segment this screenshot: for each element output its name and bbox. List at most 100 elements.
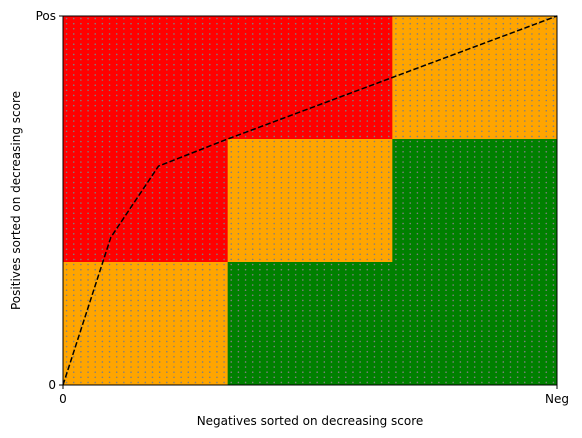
pattern-dot xyxy=(523,294,526,297)
pattern-dot xyxy=(130,58,132,61)
pattern-dot xyxy=(244,48,247,51)
pattern-dot xyxy=(273,181,276,184)
pattern-dot xyxy=(531,151,533,153)
pattern-dot xyxy=(438,361,440,363)
pattern-dot xyxy=(302,181,304,184)
pattern-dot xyxy=(173,63,175,66)
pattern-dot xyxy=(445,345,447,348)
pattern-dot xyxy=(173,43,175,45)
pattern-dot xyxy=(194,304,197,307)
pattern-dot xyxy=(237,376,240,379)
pattern-dot xyxy=(345,366,347,368)
pattern-dot xyxy=(452,356,454,358)
pattern-dot xyxy=(130,110,132,112)
pattern-dot xyxy=(488,53,490,56)
pattern-dot xyxy=(466,151,469,153)
pattern-dot xyxy=(430,233,433,235)
pattern-dot xyxy=(273,248,276,250)
pattern-dot xyxy=(309,361,311,363)
pattern-dot xyxy=(223,294,225,297)
pattern-dot xyxy=(280,161,283,163)
pattern-dot xyxy=(223,268,225,271)
pattern-dot xyxy=(373,151,376,153)
pattern-dot xyxy=(316,371,318,373)
pattern-dot xyxy=(302,248,304,250)
pattern-dot xyxy=(273,110,276,112)
pattern-dot xyxy=(137,248,139,250)
pattern-dot xyxy=(158,309,161,312)
pattern-dot xyxy=(144,192,147,194)
pattern-dot xyxy=(509,238,512,240)
pattern-dot xyxy=(101,315,104,317)
pattern-dot xyxy=(80,115,82,117)
pattern-dot xyxy=(380,233,383,235)
pattern-dot xyxy=(481,217,483,220)
pattern-dot xyxy=(80,325,82,327)
pattern-dot xyxy=(65,253,68,256)
pattern-dot xyxy=(495,48,497,51)
pattern-dot xyxy=(230,43,233,45)
pattern-dot xyxy=(387,94,390,97)
pattern-dot xyxy=(72,79,75,81)
pattern-dot xyxy=(438,289,440,291)
pattern-dot xyxy=(151,53,154,56)
pattern-dot xyxy=(130,69,132,71)
pattern-dot xyxy=(294,253,297,256)
pattern-dot xyxy=(445,22,447,25)
pattern-dot xyxy=(187,320,190,322)
pattern-dot xyxy=(237,43,240,45)
pattern-dot xyxy=(259,43,261,45)
pattern-dot xyxy=(287,130,290,133)
pattern-dot xyxy=(237,274,240,276)
pattern-dot xyxy=(108,299,111,302)
pattern-dot xyxy=(266,309,268,312)
pattern-dot xyxy=(166,376,168,379)
pattern-dot xyxy=(430,279,433,281)
pattern-dot xyxy=(473,253,476,256)
pattern-dot xyxy=(194,192,197,194)
pattern-dot xyxy=(208,151,211,153)
pattern-dot xyxy=(266,248,268,250)
pattern-dot xyxy=(230,289,233,291)
pattern-dot xyxy=(359,58,361,61)
pattern-dot xyxy=(230,371,233,373)
pattern-dot xyxy=(223,181,225,184)
pattern-dot xyxy=(230,74,233,76)
pattern-dot xyxy=(266,84,268,86)
pattern-dot xyxy=(323,207,326,209)
pattern-dot xyxy=(395,217,397,220)
pattern-dot xyxy=(337,74,340,76)
pattern-dot xyxy=(80,53,82,56)
pattern-dot xyxy=(80,166,82,168)
pattern-dot xyxy=(445,376,447,379)
pattern-dot xyxy=(488,371,490,373)
pattern-dot xyxy=(352,366,354,368)
pattern-dot xyxy=(151,48,154,51)
pattern-dot xyxy=(452,268,454,271)
pattern-dot xyxy=(65,53,68,56)
pattern-dot xyxy=(545,381,548,384)
pattern-dot xyxy=(216,181,218,184)
pattern-dot xyxy=(316,140,318,143)
pattern-dot xyxy=(280,268,283,271)
pattern-dot xyxy=(552,238,555,240)
pattern-dot xyxy=(473,233,476,235)
pattern-dot xyxy=(230,340,233,343)
pattern-dot xyxy=(395,289,397,291)
pattern-dot xyxy=(208,340,211,343)
pattern-dot xyxy=(108,74,111,76)
pattern-dot xyxy=(502,140,505,143)
pattern-dot xyxy=(366,171,369,174)
pattern-dot xyxy=(137,28,139,30)
pattern-dot xyxy=(101,33,104,35)
pattern-dot xyxy=(309,79,311,81)
pattern-dot xyxy=(473,222,476,225)
pattern-dot xyxy=(380,17,383,20)
pattern-dot xyxy=(72,294,75,297)
pattern-dot xyxy=(137,279,139,281)
pattern-dot xyxy=(545,356,548,358)
pattern-dot xyxy=(423,69,426,71)
pattern-dot xyxy=(423,212,426,215)
pattern-dot xyxy=(187,192,190,194)
pattern-dot xyxy=(552,53,555,56)
